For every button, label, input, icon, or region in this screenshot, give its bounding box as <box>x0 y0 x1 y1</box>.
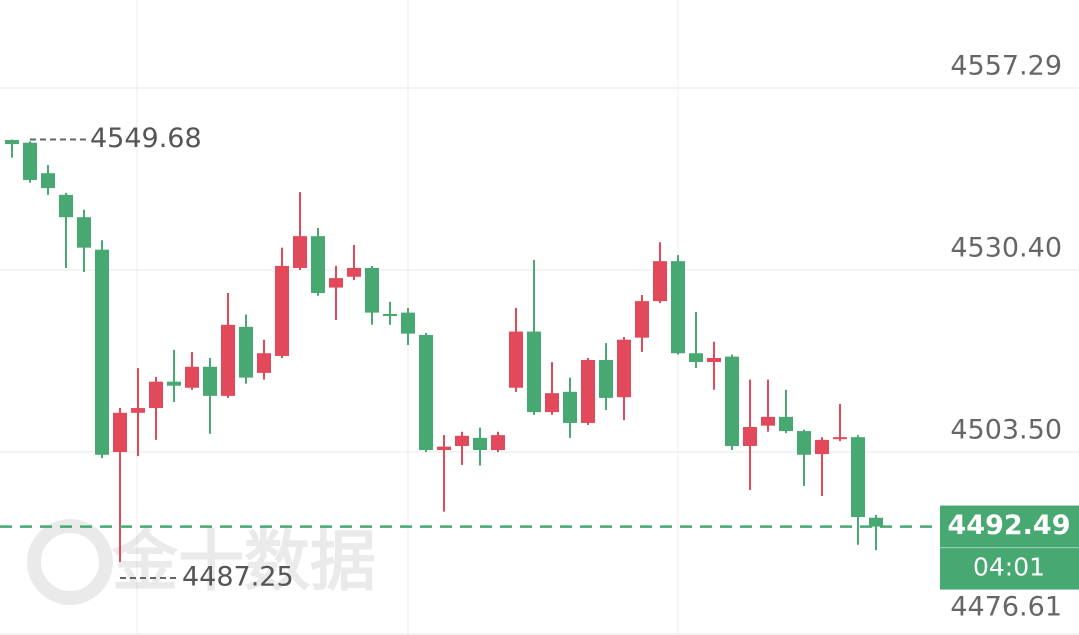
candle-body <box>329 278 343 288</box>
candle-body <box>869 517 883 527</box>
candle-body <box>455 435 469 446</box>
candle-body <box>707 357 721 363</box>
candle-body <box>653 261 667 302</box>
candle-body <box>761 416 775 426</box>
candle-body <box>545 393 559 413</box>
candle-body <box>473 437 487 451</box>
watermark-logo <box>27 519 113 605</box>
candle-body <box>221 324 235 396</box>
candle-body <box>581 360 595 423</box>
candle-body <box>77 217 91 248</box>
candle-body <box>401 312 415 334</box>
candle-body <box>833 437 847 440</box>
candle-body <box>257 353 271 373</box>
candle-body <box>365 267 379 313</box>
candle-body <box>41 173 55 189</box>
y-tick-label: 4503.50 <box>950 415 1062 446</box>
candle-body <box>275 265 289 356</box>
candle-body <box>815 439 829 455</box>
candle-body <box>23 142 37 180</box>
candle-body <box>491 435 505 451</box>
last-price-label: 4492.49 <box>948 510 1071 541</box>
low-marker-label: 4487.25 <box>182 562 294 593</box>
candle-body <box>797 431 811 455</box>
candle-body <box>311 236 325 293</box>
high-marker-label: 4549.68 <box>90 123 202 154</box>
candle-body <box>527 331 541 413</box>
candle-body <box>437 446 451 451</box>
y-tick-label: 4530.40 <box>950 232 1062 263</box>
candle-body <box>419 334 433 451</box>
y-tick-label: 4557.29 <box>950 50 1062 81</box>
candle-body <box>563 391 577 423</box>
candle-body <box>113 412 127 453</box>
candle-body <box>617 339 631 398</box>
candle-body <box>671 261 685 354</box>
candle-body <box>383 313 397 317</box>
candle-body <box>779 416 793 432</box>
candle-body <box>185 366 199 388</box>
candle-body <box>851 437 865 518</box>
countdown: 04:01 <box>973 553 1045 582</box>
candle-body <box>203 366 217 396</box>
candle-body <box>635 301 649 338</box>
candle-body <box>743 427 757 446</box>
candle-body <box>509 331 523 388</box>
candle-body <box>131 408 145 413</box>
candle-body <box>149 381 163 409</box>
watermark: 金十数据 <box>27 519 376 605</box>
candle-body <box>347 267 361 277</box>
candle-body <box>5 140 19 145</box>
candle-body <box>167 381 181 386</box>
candle-body <box>95 249 109 455</box>
candle-body <box>239 326 253 378</box>
watermark-text: 金十数据 <box>111 523 376 600</box>
candle-body <box>59 194 73 218</box>
candle-body <box>293 236 307 268</box>
candle-body <box>725 356 739 446</box>
candle-body <box>689 353 703 363</box>
candle-body <box>599 360 613 398</box>
y-tick-label: 4476.61 <box>950 592 1062 623</box>
